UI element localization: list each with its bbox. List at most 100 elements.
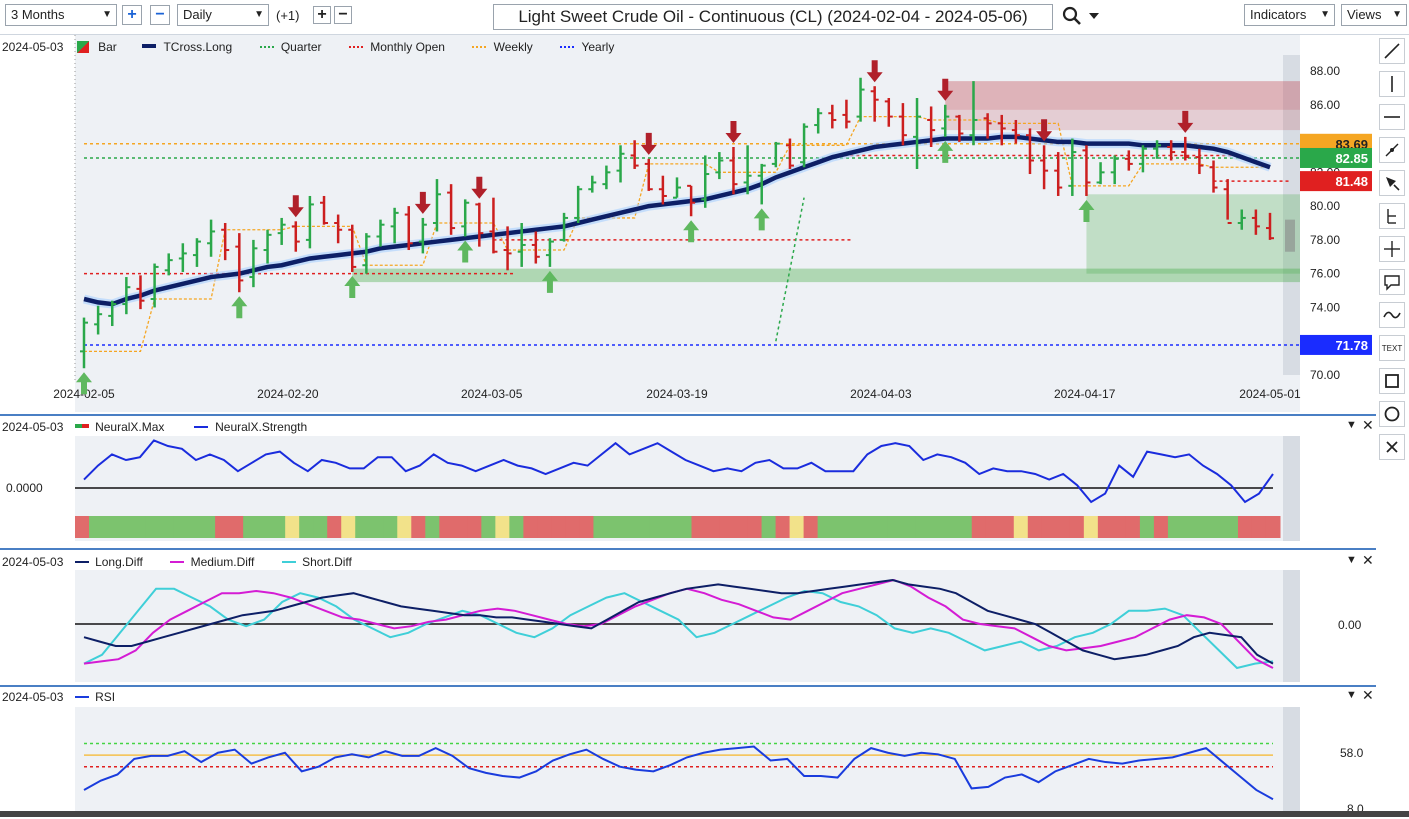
text-tool[interactable]: TEXT (1379, 335, 1405, 361)
indicators-button[interactable]: Indicators ▼ (1244, 4, 1335, 26)
neuralx-max-block (635, 516, 650, 538)
neuralx-max-block (1251, 516, 1267, 538)
price-label-box (1300, 171, 1372, 192)
neuralx-chart[interactable] (0, 416, 1376, 547)
legend-weekly[interactable]: Weekly (493, 40, 533, 54)
diff-chart[interactable] (0, 550, 1376, 684)
sell-arrow-icon (471, 176, 488, 199)
panel-collapse-icon[interactable]: ▼ (1346, 419, 1357, 431)
legend-rsi[interactable]: RSI (95, 690, 116, 704)
price-label-box (1300, 334, 1372, 355)
price-legend: 2024-05-03 Bar TCross.Long Quarter Month… (2, 40, 614, 54)
neuralx-max-block (89, 516, 104, 538)
quarter-connector (775, 197, 805, 342)
pen-tool[interactable] (1379, 170, 1405, 196)
zoom-in-button[interactable]: + (122, 5, 142, 25)
buy-arrow-icon (541, 270, 558, 293)
legend-yearly[interactable]: Yearly (581, 40, 615, 54)
offset-minus-button[interactable]: − (334, 6, 352, 24)
vertical-line-tool[interactable] (1379, 71, 1405, 97)
neuralx-max-block (103, 516, 118, 538)
views-button[interactable]: Views ▼ (1341, 4, 1407, 26)
neuralx-max-block (551, 516, 566, 538)
neuralx-max-block (649, 516, 664, 538)
diff-zero-label: 0.00 (1338, 618, 1362, 632)
square-icon (1385, 374, 1399, 388)
wave-icon (1383, 311, 1401, 319)
neuralx-max-block (257, 516, 272, 538)
rectangle-tool[interactable] (1379, 368, 1405, 394)
neuralx-max-block (439, 516, 454, 538)
panel-collapse-icon[interactable]: ▼ (1346, 689, 1357, 701)
panel-collapse-icon[interactable]: ▼ (1346, 554, 1357, 566)
legend-monthly[interactable]: Monthly Open (370, 40, 445, 54)
legend-short-diff[interactable]: Short.Diff (302, 555, 352, 569)
long-diff-line (83, 578, 1274, 665)
crosshair-tool[interactable] (1379, 236, 1405, 262)
offset-plus-button[interactable]: + (313, 6, 331, 24)
legend-quarter[interactable]: Quarter (280, 40, 322, 54)
period-select[interactable]: 3 Months ▼ (5, 4, 117, 26)
ellipse-tool[interactable] (1379, 401, 1405, 427)
plus-icon: + (317, 6, 327, 23)
search-button[interactable] (1061, 5, 1101, 30)
remove-drawings-tool[interactable] (1379, 434, 1405, 460)
legend-date: 2024-05-03 (2, 690, 64, 704)
neuralx-max-block (943, 516, 959, 538)
neuralx-max-block (285, 516, 300, 538)
neuralx-max-block (1209, 516, 1225, 538)
legend-tcross[interactable]: TCross.Long (163, 40, 233, 54)
curve-tool[interactable] (1379, 302, 1405, 328)
plot-background (75, 35, 1300, 412)
zone (945, 81, 1300, 110)
ray-tool[interactable] (1379, 137, 1405, 163)
neuralx-max-block (999, 516, 1015, 538)
x-tick-label: 2024-04-03 (850, 387, 912, 401)
x-tick-label: 2024-03-19 (646, 387, 708, 401)
minus-icon: − (338, 6, 348, 23)
buy-arrow-icon (76, 372, 92, 395)
horizontal-line-tool[interactable] (1379, 104, 1405, 130)
neuralx-max-block (621, 516, 636, 538)
comment-tool[interactable] (1379, 269, 1405, 295)
panel-close-icon[interactable]: ✕ (1362, 417, 1374, 433)
legend-neuralx-strength[interactable]: NeuralX.Strength (215, 420, 308, 434)
neuralx-max-block (565, 516, 580, 538)
legend-long-diff[interactable]: Long.Diff (95, 555, 143, 569)
trend-line-tool[interactable] (1379, 38, 1405, 64)
minus-icon: − (155, 6, 165, 23)
price-chart[interactable]: 2024-02-052024-02-202024-03-052024-03-19… (0, 35, 1376, 412)
price-label-box (1300, 147, 1372, 168)
neuralx-max-block (957, 516, 973, 538)
legend-neuralx-max[interactable]: NeuralX.Max (95, 420, 165, 434)
crosshair-icon (1384, 241, 1400, 257)
long-diff-swatch-icon (74, 561, 89, 563)
legend-medium-diff[interactable]: Medium.Diff (190, 555, 255, 569)
sell-arrow-icon (414, 191, 431, 214)
legend-bar[interactable]: Bar (98, 40, 117, 54)
neuralx-max-block (1069, 516, 1085, 538)
price-label-text: 81.48 (1335, 174, 1368, 189)
panel-close-icon[interactable]: ✕ (1362, 687, 1374, 703)
neuralx-max-block (1195, 516, 1211, 538)
diff-legend: 2024-05-03 Long.Diff Medium.Diff Short.D… (2, 555, 352, 569)
interval-select[interactable]: Daily ▼ (177, 4, 269, 26)
rsi-tick-58: 58.0 (1340, 746, 1364, 760)
neuralx-max-block (159, 516, 174, 538)
interval-value: Daily (183, 7, 212, 22)
neuralx-max-block (425, 516, 440, 538)
fibonacci-tool[interactable] (1379, 203, 1405, 229)
neuralx-max-block (145, 516, 160, 538)
chart-title[interactable]: Light Sweet Crude Oil - Continuous (CL) … (493, 4, 1053, 30)
x-tick-label: 2024-04-17 (1054, 387, 1116, 401)
sell-arrow-icon (866, 60, 883, 83)
chevron-down-icon: ▼ (1320, 9, 1330, 20)
neuralx-max-block (873, 516, 889, 538)
panel-close-icon[interactable]: ✕ (1362, 552, 1374, 568)
rsi-chart[interactable] (0, 687, 1376, 812)
y-tick-label: 76.00 (1310, 267, 1340, 281)
bottom-scrollbar[interactable] (0, 811, 1409, 817)
ray-icon (1385, 143, 1399, 157)
plot-background (75, 570, 1300, 682)
zoom-out-button[interactable]: − (150, 5, 170, 25)
